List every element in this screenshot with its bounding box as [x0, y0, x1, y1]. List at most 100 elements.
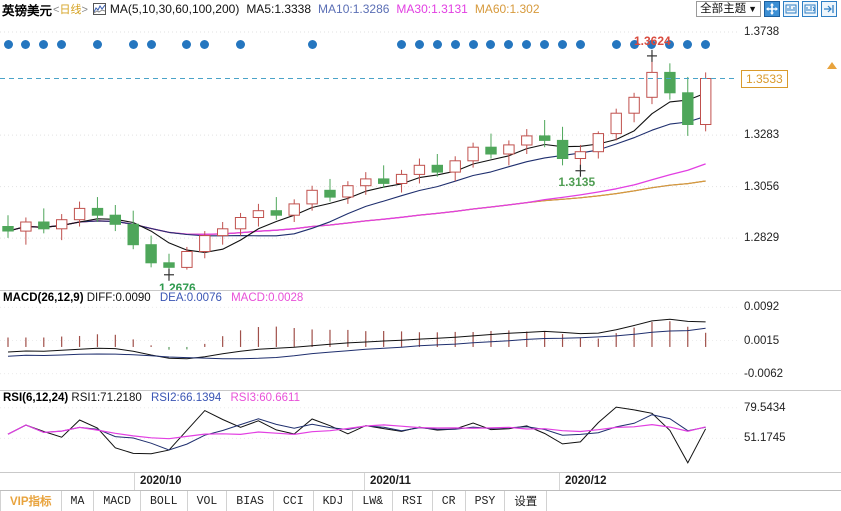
indicator-tab-vol[interactable]: VOL — [188, 491, 228, 511]
period-selector[interactable]: <日线> — [53, 1, 88, 17]
price-axis-tick: 1.3056 — [744, 180, 780, 193]
toolbar-filler — [547, 491, 841, 511]
date-axis-tick — [134, 473, 135, 491]
price-caret-icon — [827, 61, 837, 69]
jump-latest-icon[interactable] — [821, 1, 837, 17]
indicator-tab-[interactable]: 设置 — [505, 491, 548, 511]
period-open-bracket: < — [53, 4, 60, 16]
macd-axis-tick: 0.0092 — [744, 301, 780, 314]
event-marker-dot[interactable] — [414, 40, 424, 49]
event-marker-dot[interactable] — [432, 40, 442, 49]
ma-settings-label[interactable]: MA(5,10,30,60,100,200) — [109, 2, 240, 16]
macd-indicator-name[interactable]: MACD(26,12,9) — [3, 292, 84, 304]
theme-dropdown[interactable]: 全部主题 ▼ — [696, 1, 761, 17]
event-marker-dot[interactable] — [397, 40, 407, 49]
ma5-value: MA5:1.3338 — [246, 2, 312, 16]
macd-diff-value: DIFF:0.0090 — [86, 292, 151, 304]
event-marker-dot[interactable] — [450, 40, 460, 49]
current-price-tag[interactable]: 1.3533 — [741, 69, 788, 88]
macd-svg — [0, 306, 737, 375]
indicator-tab-rsi[interactable]: RSI — [393, 491, 433, 511]
scroll-right-icon[interactable] — [802, 1, 818, 17]
macd-axis-tick: -0.0062 — [744, 367, 784, 380]
rsi-axis: 79.5434 51.1745 — [737, 391, 841, 472]
price-plot-area[interactable]: 1.3624 1.2676 1.3135 — [0, 18, 737, 290]
price-chart-panel[interactable]: 1.3624 1.2676 1.3135 1.3738 1.3283 1.3056 1… — [0, 18, 841, 290]
rsi-panel[interactable]: RSI(6,12,24) RSI1:71.2180 RSI2:66.1394 R… — [0, 390, 841, 472]
symbol-name[interactable]: 英镑美元 — [2, 3, 53, 18]
rsi-indicator-name[interactable]: RSI(6,12,24) — [3, 392, 69, 404]
ma10-value: MA10:1.3286 — [318, 2, 390, 16]
date-axis-tick — [364, 473, 365, 491]
price-axis-tick: 1.3283 — [744, 129, 780, 142]
date-axis-tick — [559, 473, 560, 491]
event-marker-dot[interactable] — [468, 40, 478, 49]
rsi2-value: RSI2:66.1394 — [150, 392, 222, 404]
indicator-tab-bias[interactable]: BIAS — [227, 491, 274, 511]
crosshair-move-icon[interactable] — [764, 1, 780, 17]
event-marker-dot[interactable] — [665, 40, 675, 49]
indicator-tab-psy[interactable]: PSY — [466, 491, 506, 511]
event-marker-dot[interactable] — [57, 40, 67, 49]
ma60-value: MA60:1.302 — [474, 2, 540, 16]
event-marker-row — [0, 40, 737, 52]
price-candlestick-svg — [0, 31, 737, 281]
date-axis-label: 2020/10 — [140, 475, 182, 487]
event-marker-dot[interactable] — [558, 40, 568, 49]
event-marker-dot[interactable] — [128, 40, 138, 49]
rsi-plot-area[interactable] — [0, 391, 737, 472]
event-marker-dot[interactable] — [647, 40, 657, 49]
event-marker-dot[interactable] — [701, 40, 711, 49]
date-axis-label: 2020/12 — [565, 475, 607, 487]
indicator-tab-kdj[interactable]: KDJ — [314, 491, 354, 511]
event-marker-dot[interactable] — [3, 40, 13, 49]
event-marker-dot[interactable] — [522, 40, 532, 49]
event-marker-dot[interactable] — [486, 40, 496, 49]
event-marker-dot[interactable] — [92, 40, 102, 49]
indicator-tab-cci[interactable]: CCI — [274, 491, 314, 511]
high-price-annotation: 1.3624 — [633, 33, 671, 48]
rsi-title: RSI(6,12,24) RSI1:71.2180 RSI2:66.1394 R… — [3, 392, 306, 404]
macd-dea-value: DEA:0.0076 — [159, 292, 222, 304]
event-marker-dot[interactable] — [182, 40, 192, 49]
period-close-bracket: > — [81, 4, 88, 16]
macd-panel[interactable]: MACD(26,12,9) DIFF:0.0090 DEA:0.0076 MAC… — [0, 290, 841, 390]
rsi-axis-tick: 79.5434 — [744, 401, 786, 414]
macd-macd-value: MACD:0.0028 — [231, 292, 304, 304]
macd-plot-area[interactable] — [0, 291, 737, 390]
event-marker-dot[interactable] — [575, 40, 585, 49]
event-marker-dot[interactable] — [39, 40, 49, 49]
indicator-tab-macd[interactable]: MACD — [94, 491, 141, 511]
price-axis[interactable]: 1.3738 1.3283 1.3056 1.2829 — [737, 18, 841, 290]
indicator-tab-vip[interactable]: VIP指标 — [0, 491, 62, 511]
price-axis-tick: 1.2829 — [744, 232, 780, 245]
event-marker-dot[interactable] — [21, 40, 31, 49]
macd-title: MACD(26,12,9) DIFF:0.0090 DEA:0.0076 MAC… — [3, 292, 309, 304]
indicator-tab-cr[interactable]: CR — [433, 491, 466, 511]
ma30-value: MA30:1.3131 — [396, 2, 468, 16]
indicator-tab-boll[interactable]: BOLL — [141, 491, 188, 511]
date-axis: 2020/10 2020/11 2020/12 — [0, 472, 841, 491]
event-marker-dot[interactable] — [611, 40, 621, 49]
indicator-tab-ma[interactable]: MA — [62, 491, 95, 511]
event-marker-dot[interactable] — [683, 40, 693, 49]
event-marker-dot[interactable] — [146, 40, 156, 49]
macd-axis: 0.0092 0.0015 -0.0062 — [737, 291, 841, 390]
zoom-fit-icon[interactable] — [783, 1, 799, 17]
event-marker-dot[interactable] — [307, 40, 317, 49]
event-marker-dot[interactable] — [540, 40, 550, 49]
header-toolbar: 全部主题 ▼ — [696, 1, 837, 17]
theme-dropdown-label: 全部主题 — [700, 2, 747, 15]
indicator-toolbar: VIP指标 MA MACD BOLL VOL BIAS CCI KDJ LW& RSI CR PSY 设… — [0, 490, 841, 511]
event-marker-dot[interactable] — [629, 40, 639, 49]
event-marker-dot[interactable] — [504, 40, 514, 49]
event-marker-dot[interactable] — [236, 40, 246, 49]
event-marker-dot[interactable] — [200, 40, 210, 49]
mid-price-annotation: 1.3135 — [558, 174, 596, 189]
indicator-tab-lw[interactable]: LW& — [353, 491, 394, 511]
macd-axis-tick: 0.0015 — [744, 334, 780, 347]
low-price-annotation: 1.2676 — [158, 280, 196, 290]
price-axis-tick: 1.3738 — [744, 26, 780, 39]
ma-chart-icon[interactable] — [92, 3, 106, 15]
